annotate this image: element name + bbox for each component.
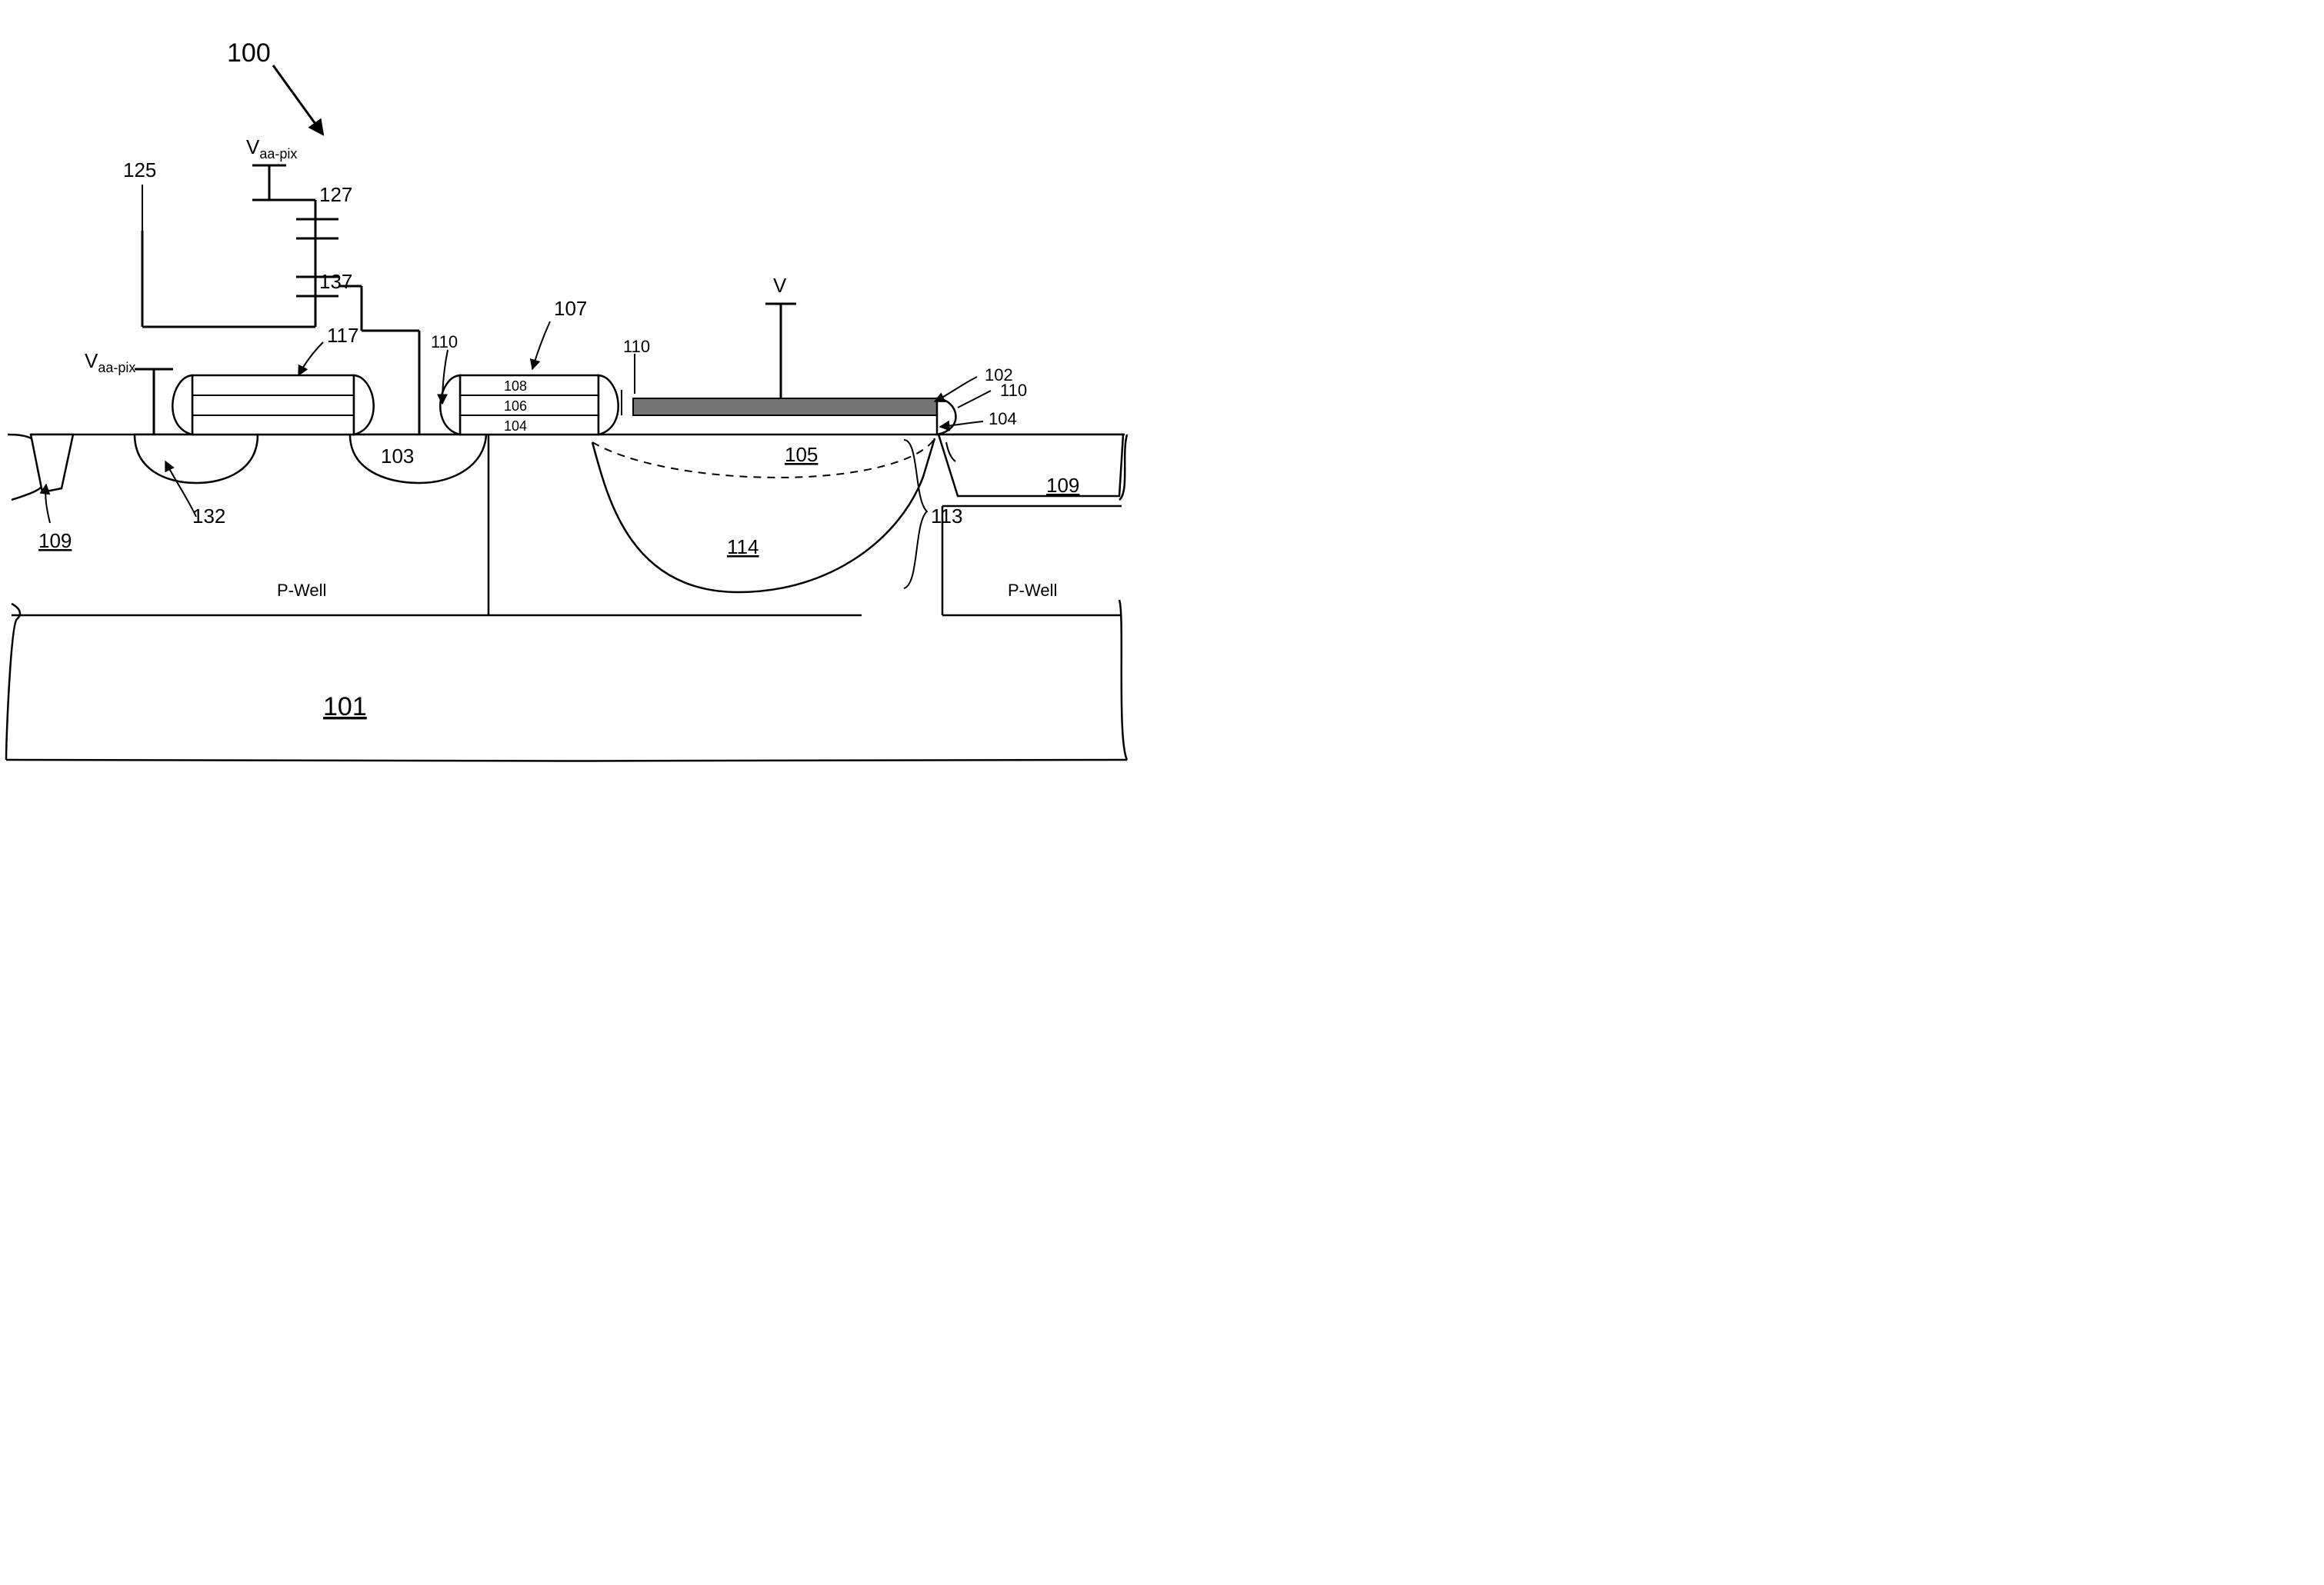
vaa-pix-bot: Vaa-pix xyxy=(85,349,135,375)
row-select-125 xyxy=(142,204,315,327)
ref-103: 103 xyxy=(381,445,414,468)
transfer-gate-107 xyxy=(440,375,618,435)
ref-104-left: 104 xyxy=(504,418,527,434)
ref-110-right: 110 xyxy=(1000,381,1027,400)
ref-110-mid: 110 xyxy=(623,337,650,356)
v-label: V xyxy=(773,274,787,297)
ref-105: 105 xyxy=(785,443,818,466)
ref-106: 106 xyxy=(504,398,527,414)
pwell-right: P-Well xyxy=(1008,581,1057,600)
reset-gate-117 xyxy=(172,375,373,435)
ref-114: 114 xyxy=(727,535,759,558)
ref-132: 132 xyxy=(192,504,225,528)
transistor-127 xyxy=(252,200,338,261)
ref-104-right: 104 xyxy=(989,409,1017,428)
ref-137: 137 xyxy=(319,270,352,293)
ref-125: 125 xyxy=(123,158,156,181)
ref-109-right: 109 xyxy=(1046,474,1079,497)
ref-113: 113 xyxy=(931,504,962,528)
pwell-left: P-Well xyxy=(277,581,326,600)
ref-110-left: 110 xyxy=(431,332,458,351)
ref-109-left: 109 xyxy=(38,529,72,552)
vaa-pix-top: Vaa-pix xyxy=(246,135,297,161)
ref-127: 127 xyxy=(319,183,352,206)
ref-107: 107 xyxy=(554,297,587,320)
ref-117: 117 xyxy=(327,324,358,347)
ref-101: 101 xyxy=(323,692,367,721)
electrode-102 xyxy=(633,398,955,435)
ref-108: 108 xyxy=(504,378,527,394)
ref-100: 100 xyxy=(227,38,271,68)
